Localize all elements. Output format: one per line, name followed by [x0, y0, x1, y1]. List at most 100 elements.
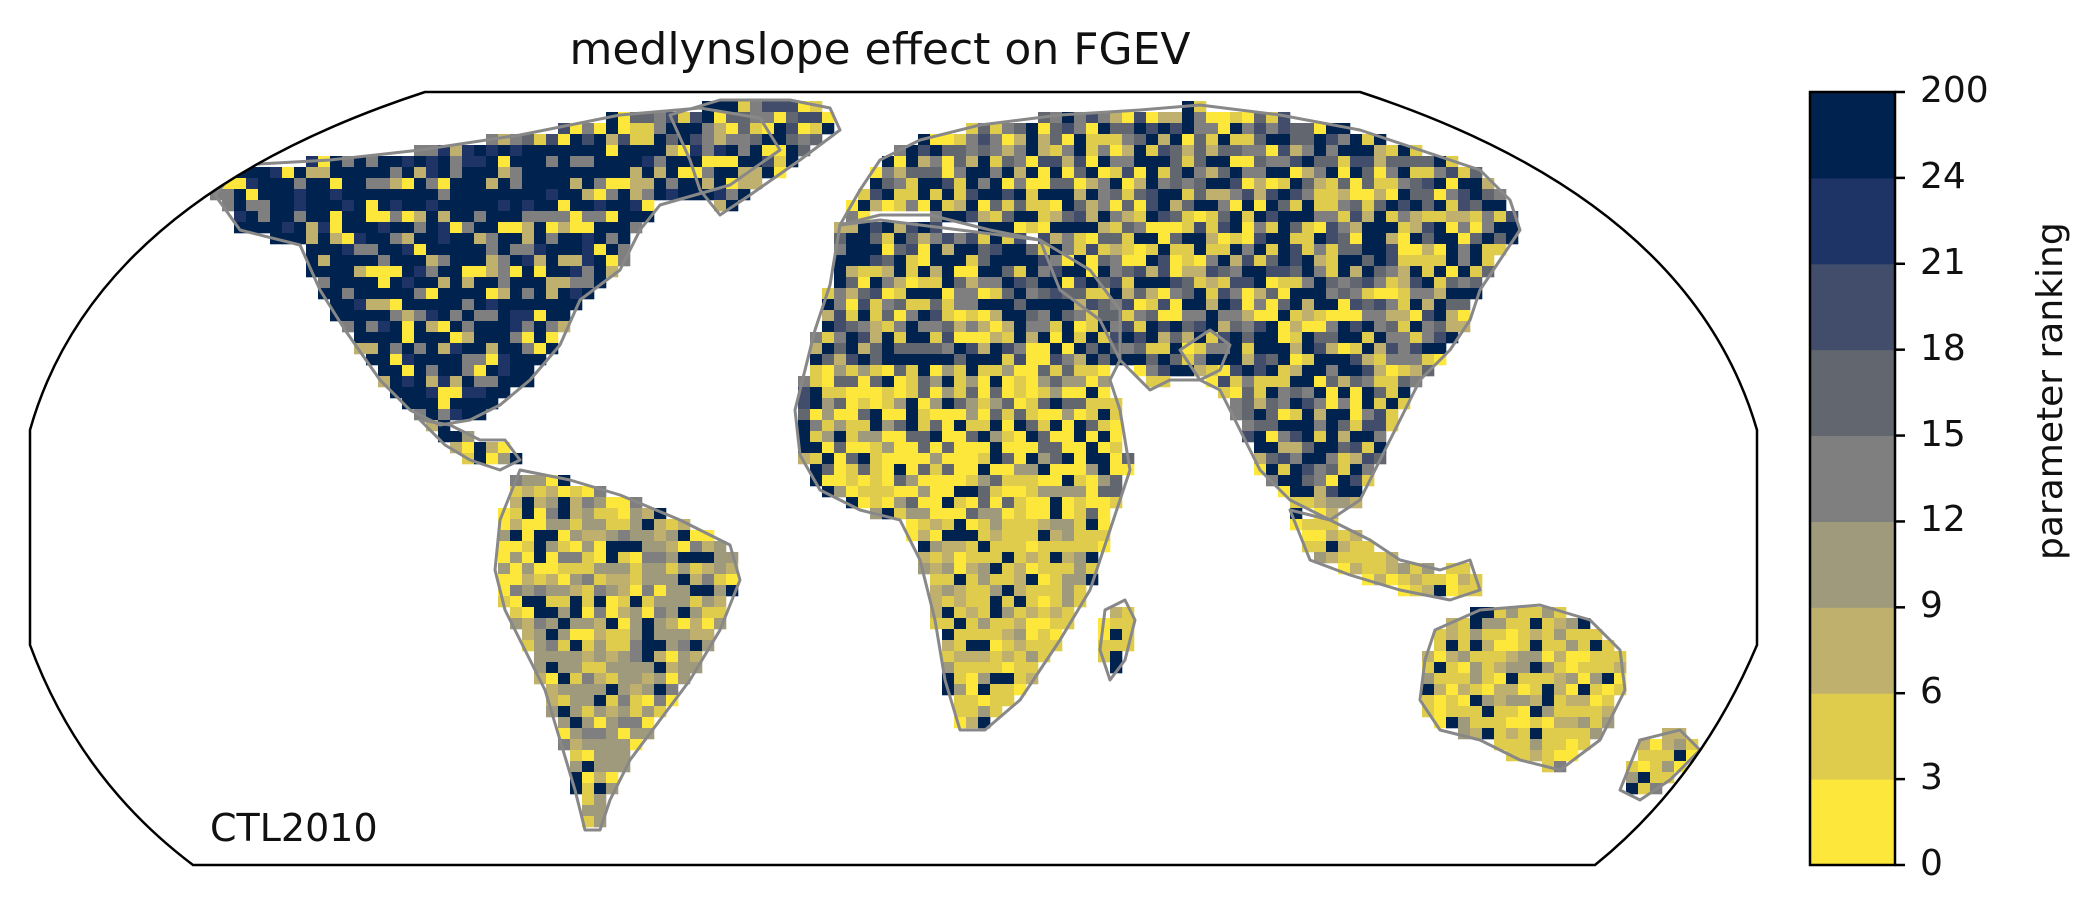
land-cell: [1002, 167, 1015, 179]
land-cell: [1350, 244, 1363, 256]
land-cell: [846, 387, 859, 399]
land-cell: [1170, 288, 1183, 300]
land-cell: [690, 123, 703, 135]
land-cell: [894, 365, 907, 377]
land-cell: [582, 255, 595, 267]
land-cell: [1002, 420, 1015, 432]
land-cell: [1098, 178, 1111, 190]
land-cell: [1374, 244, 1387, 256]
land-cell: [930, 376, 943, 388]
land-cell: [822, 310, 835, 322]
land-cell: [558, 211, 571, 223]
land-cell: [1098, 640, 1111, 652]
land-cell: [510, 497, 523, 509]
land-cell: [1014, 409, 1027, 421]
land-cell: [318, 189, 331, 201]
land-cell: [342, 266, 355, 278]
land-cell: [1314, 200, 1327, 212]
land-cell: [1254, 310, 1267, 322]
land-cell: [1290, 442, 1303, 454]
land-cell: [1458, 299, 1471, 311]
land-cell: [558, 255, 571, 267]
land-cell: [570, 684, 583, 696]
land-cell: [1518, 750, 1531, 762]
land-cell: [822, 486, 835, 498]
land-cell: [702, 640, 715, 652]
land-cell: [582, 574, 595, 586]
land-cell: [858, 420, 871, 432]
land-cell: [1230, 145, 1243, 157]
land-cell: [606, 167, 619, 179]
land-cell: [1446, 321, 1459, 333]
land-cell: [1326, 189, 1339, 201]
land-cell: [522, 574, 535, 586]
land-cell: [1434, 574, 1447, 586]
land-cell: [1086, 299, 1099, 311]
land-cell: [1422, 189, 1435, 201]
land-cell: [414, 222, 427, 234]
land-cell: [1242, 277, 1255, 289]
land-cell: [690, 607, 703, 619]
land-cell: [1074, 332, 1087, 344]
land-cell: [1146, 365, 1159, 377]
land-cell: [990, 200, 1003, 212]
land-cell: [1350, 409, 1363, 421]
land-cell: [1350, 200, 1363, 212]
land-cell: [1350, 332, 1363, 344]
land-cell: [606, 706, 619, 718]
land-cell: [414, 189, 427, 201]
land-cell: [1278, 387, 1291, 399]
land-cell: [1194, 145, 1207, 157]
coastline: [493, 468, 742, 832]
land-cell: [906, 398, 919, 410]
land-cell: [750, 134, 763, 146]
land-cell: [1002, 640, 1015, 652]
land-cell: [1170, 167, 1183, 179]
land-cell: [606, 640, 619, 652]
land-cell: [1278, 233, 1291, 245]
land-cell: [366, 233, 379, 245]
land-cell: [990, 464, 1003, 476]
land-cell: [630, 112, 643, 124]
land-cell: [582, 145, 595, 157]
land-cell: [930, 541, 943, 553]
land-cell: [1314, 409, 1327, 421]
land-cell: [954, 486, 967, 498]
land-cell: [1146, 211, 1159, 223]
land-cell: [1146, 200, 1159, 212]
land-cell: [1350, 277, 1363, 289]
land-cell: [1398, 266, 1411, 278]
land-cell: [462, 255, 475, 267]
land-cell: [498, 167, 511, 179]
land-cell: [882, 266, 895, 278]
land-cell: [630, 640, 643, 652]
land-cell: [1470, 728, 1483, 740]
land-cell: [1566, 662, 1579, 674]
land-cell: [1050, 134, 1063, 146]
land-cell: [618, 739, 631, 751]
land-cell: [462, 376, 475, 388]
land-cell: [942, 134, 955, 146]
land-cell: [1470, 717, 1483, 729]
land-cell: [1266, 398, 1279, 410]
land-cell: [1062, 167, 1075, 179]
land-cell: [1278, 112, 1291, 124]
land-cell: [1230, 189, 1243, 201]
land-cell: [846, 244, 859, 256]
land-cell: [558, 728, 571, 740]
land-cell: [438, 299, 451, 311]
land-cell: [354, 343, 367, 355]
land-cell: [1194, 343, 1207, 355]
land-cell: [1026, 475, 1039, 487]
land-cell: [414, 288, 427, 300]
land-cell: [1014, 629, 1027, 641]
land-cell: [1110, 310, 1123, 322]
land-cell: [1482, 255, 1495, 267]
land-cell: [450, 288, 463, 300]
land-cell: [366, 354, 379, 366]
land-cell: [534, 343, 547, 355]
land-cell: [1266, 354, 1279, 366]
land-cell: [474, 354, 487, 366]
land-cell: [1458, 640, 1471, 652]
land-cell: [726, 123, 739, 135]
